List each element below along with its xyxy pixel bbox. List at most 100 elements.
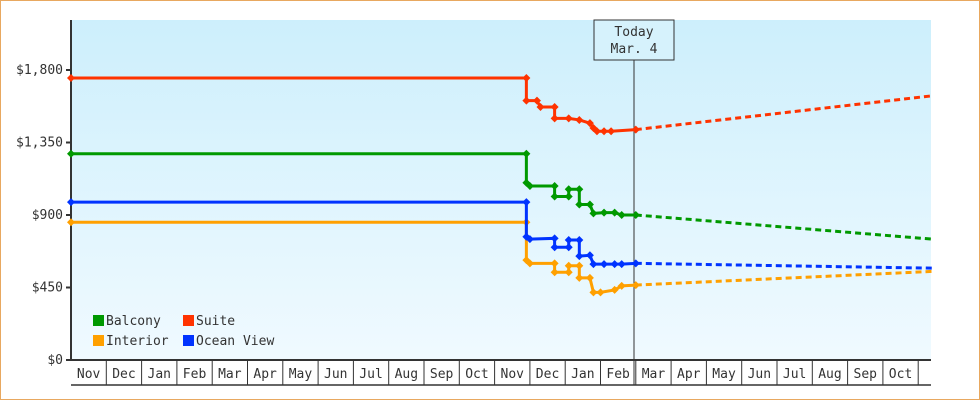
data-point[interactable] xyxy=(596,288,605,297)
x-tick-label: Feb xyxy=(606,367,630,382)
data-point[interactable] xyxy=(564,261,573,270)
data-point[interactable] xyxy=(550,192,559,201)
legend-swatch xyxy=(183,315,194,326)
data-point[interactable] xyxy=(525,182,534,190)
data-point[interactable] xyxy=(585,119,594,128)
data-point[interactable] xyxy=(585,200,594,209)
data-point[interactable] xyxy=(575,115,584,124)
data-point[interactable] xyxy=(67,149,75,158)
y-tick-label: $450 xyxy=(32,281,63,296)
data-point[interactable] xyxy=(67,218,75,227)
data-point[interactable] xyxy=(522,149,531,158)
legend-label: Ocean View xyxy=(196,334,274,349)
legend-item-interior[interactable]: Interior xyxy=(93,334,169,349)
today-date: Mar. 4 xyxy=(611,42,658,57)
data-point[interactable] xyxy=(564,185,573,194)
legend-swatch xyxy=(93,335,104,346)
x-tick-label: May xyxy=(289,367,313,382)
data-point[interactable] xyxy=(610,208,619,217)
data-point[interactable] xyxy=(525,259,534,268)
data-point[interactable] xyxy=(610,260,619,269)
data-point[interactable] xyxy=(589,260,598,269)
data-point[interactable] xyxy=(589,288,598,297)
x-tick-label: Apr xyxy=(677,367,701,382)
data-point[interactable] xyxy=(67,198,75,207)
data-point[interactable] xyxy=(550,234,559,243)
data-point[interactable] xyxy=(536,103,545,112)
x-tick-label: Mar xyxy=(642,367,666,382)
data-point[interactable] xyxy=(617,211,626,219)
data-point[interactable] xyxy=(522,74,531,83)
x-tick-label: Dec xyxy=(112,367,135,382)
legend-item-balcony[interactable]: Balcony xyxy=(93,314,161,329)
x-tick-label: Feb xyxy=(183,367,207,382)
data-point[interactable] xyxy=(585,273,594,282)
data-point[interactable] xyxy=(617,260,626,269)
x-tick-label: Oct xyxy=(889,367,912,382)
data-point[interactable] xyxy=(592,127,601,136)
data-point[interactable] xyxy=(575,261,584,270)
series-balcony xyxy=(67,149,933,241)
x-tick-label: Jan xyxy=(148,367,171,382)
legend-item-ocean-view[interactable]: Ocean View xyxy=(183,334,274,349)
x-tick-label: Jun xyxy=(748,367,771,382)
data-point[interactable] xyxy=(532,96,541,105)
legend-label: Suite xyxy=(196,314,235,329)
data-point[interactable] xyxy=(610,285,619,294)
data-point[interactable] xyxy=(575,185,584,194)
y-tick-label: $1,800 xyxy=(16,63,63,78)
legend-swatch xyxy=(93,315,104,326)
data-point[interactable] xyxy=(575,273,584,282)
data-point[interactable] xyxy=(550,103,559,112)
data-point[interactable] xyxy=(522,198,531,207)
data-point[interactable] xyxy=(525,235,534,244)
data-point[interactable] xyxy=(600,208,609,217)
x-tick-label: Dec xyxy=(536,367,559,382)
x-tick-label: Sep xyxy=(430,367,454,382)
x-tick-label: Jan xyxy=(571,367,594,382)
data-point[interactable] xyxy=(564,114,573,123)
data-point[interactable] xyxy=(600,260,609,269)
series-ocean-view xyxy=(67,198,933,270)
x-tick-label: Sep xyxy=(854,367,878,382)
data-point[interactable] xyxy=(550,268,559,277)
data-point[interactable] xyxy=(600,127,609,136)
data-point[interactable] xyxy=(575,200,584,209)
legend-item-suite[interactable]: Suite xyxy=(183,314,235,329)
today-marker: Today Mar. 4 xyxy=(593,19,675,385)
series-suite xyxy=(67,74,933,136)
today-label: Today xyxy=(614,25,653,40)
data-point[interactable] xyxy=(550,243,559,252)
data-point[interactable] xyxy=(564,268,573,277)
series-interior xyxy=(67,218,933,297)
y-tick-label: $1,350 xyxy=(16,136,63,151)
legend-swatch xyxy=(183,335,194,346)
data-point[interactable] xyxy=(589,209,598,218)
x-tick-label: Apr xyxy=(253,367,277,382)
data-point[interactable] xyxy=(564,243,573,252)
data-point[interactable] xyxy=(575,235,584,244)
data-point[interactable] xyxy=(67,74,75,83)
data-point[interactable] xyxy=(607,127,616,136)
data-point[interactable] xyxy=(550,182,559,190)
data-point[interactable] xyxy=(564,235,573,244)
x-tick-label: Jul xyxy=(783,367,806,382)
x-tick-label: May xyxy=(712,367,736,382)
data-point[interactable] xyxy=(617,281,626,290)
data-point[interactable] xyxy=(522,96,531,105)
x-tick-label: Nov xyxy=(501,367,525,382)
data-point[interactable] xyxy=(585,251,594,260)
y-tick-label: $900 xyxy=(32,208,63,223)
plot-area xyxy=(71,20,931,360)
x-tick-label: Jun xyxy=(324,367,347,382)
data-point[interactable] xyxy=(575,252,584,261)
legend-label: Interior xyxy=(106,334,169,349)
x-axis: Nov Dec Jan Feb Mar Apr May Jun Jul Aug Sep Oct Nov D… xyxy=(71,359,931,386)
x-tick-label: Nov xyxy=(77,367,101,382)
x-tick-label: Aug xyxy=(818,367,841,382)
data-point[interactable] xyxy=(564,192,573,201)
data-point[interactable] xyxy=(550,114,559,123)
data-point[interactable] xyxy=(550,259,559,268)
x-tick-label: Mar xyxy=(218,367,242,382)
